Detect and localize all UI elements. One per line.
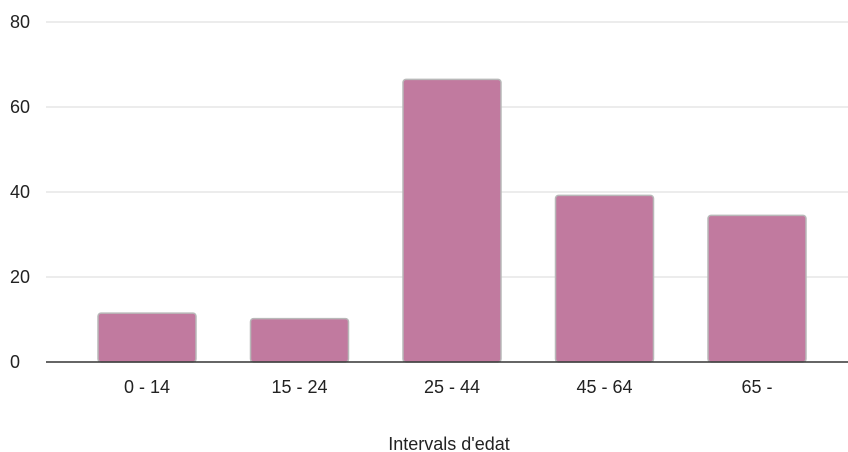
y-tick-label: 20: [10, 267, 30, 287]
x-tick-label: 0 - 14: [124, 377, 170, 397]
x-tick-label: 15 - 24: [271, 377, 327, 397]
x-tick-label: 65 -: [741, 377, 772, 397]
y-axis-tick-labels: 0 20 40 60 80: [10, 12, 30, 372]
bar: [97, 312, 197, 363]
x-axis-tick-labels: 0 - 14 15 - 24 25 - 44 45 - 64 65 -: [124, 377, 773, 397]
y-tick-label: 80: [10, 12, 30, 32]
bar: [402, 78, 502, 363]
bars: [97, 78, 807, 363]
y-tick-label: 40: [10, 182, 30, 202]
x-tick-label: 25 - 44: [424, 377, 480, 397]
bar: [249, 317, 350, 363]
bar: [554, 194, 655, 363]
x-axis-title: Intervals d'edat: [388, 434, 510, 452]
bar: [707, 214, 807, 363]
x-tick-label: 45 - 64: [576, 377, 632, 397]
y-tick-label: 0: [10, 352, 20, 372]
y-tick-label: 60: [10, 97, 30, 117]
